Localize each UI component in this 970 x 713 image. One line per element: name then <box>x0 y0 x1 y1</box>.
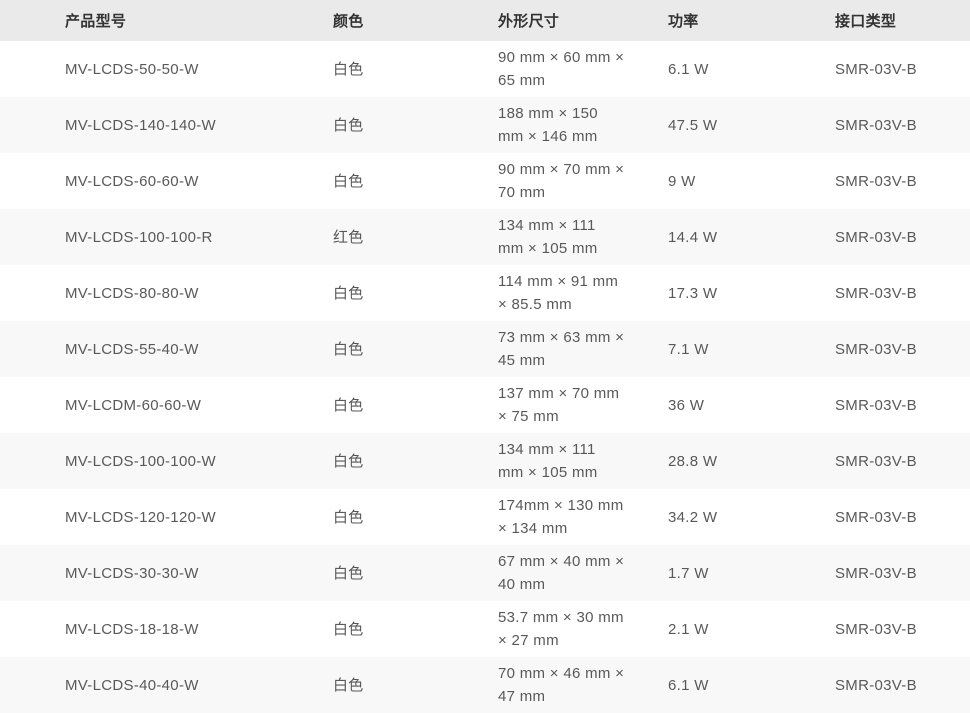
table-row: MV-LCDS-140-140-W 白色 188 mm × 150 mm × 1… <box>0 97 970 153</box>
table-row: MV-LCDS-60-60-W 白色 90 mm × 70 mm × 70 mm… <box>0 153 970 209</box>
cell-color: 白色 <box>333 396 364 414</box>
cell-model: MV-LCDS-18-18-W <box>65 620 199 638</box>
cell-color: 白色 <box>333 508 364 526</box>
cell-interface: SMR-03V-B <box>835 396 917 414</box>
cell-power: 6.1 W <box>668 60 709 78</box>
cell-dimensions: 137 mm × 70 mm × 75 mm <box>498 385 620 425</box>
cell-interface: SMR-03V-B <box>835 508 917 526</box>
cell-interface: SMR-03V-B <box>835 564 917 582</box>
cell-dimensions: 67 mm × 40 mm × 40 mm <box>498 553 625 593</box>
cell-dimensions: 53.7 mm × 30 mm × 27 mm <box>498 609 624 649</box>
cell-power: 17.3 W <box>668 284 718 302</box>
cell-model: MV-LCDS-100-100-W <box>65 452 216 470</box>
cell-interface: SMR-03V-B <box>835 340 917 358</box>
cell-interface: SMR-03V-B <box>835 172 917 190</box>
cell-model: MV-LCDS-55-40-W <box>65 340 199 358</box>
cell-color: 白色 <box>333 340 364 358</box>
cell-model: MV-LCDS-60-60-W <box>65 172 199 190</box>
cell-color: 白色 <box>333 172 364 190</box>
cell-power: 28.8 W <box>668 452 718 470</box>
column-header-dimensions: 外形尺寸 <box>498 13 560 30</box>
cell-power: 7.1 W <box>668 340 709 358</box>
table-row: MV-LCDS-100-100-R 红色 134 mm × 111 mm × 1… <box>0 209 970 265</box>
cell-color: 白色 <box>333 620 364 638</box>
cell-model: MV-LCDM-60-60-W <box>65 396 202 414</box>
cell-interface: SMR-03V-B <box>835 676 917 694</box>
cell-power: 14.4 W <box>668 228 718 246</box>
cell-color: 白色 <box>333 60 364 78</box>
cell-model: MV-LCDS-80-80-W <box>65 284 199 302</box>
cell-dimensions: 174mm × 130 mm × 134 mm <box>498 497 624 537</box>
cell-dimensions: 188 mm × 150 mm × 146 mm <box>498 105 598 145</box>
cell-color: 白色 <box>333 116 364 134</box>
cell-color: 白色 <box>333 676 364 694</box>
cell-model: MV-LCDS-30-30-W <box>65 564 199 582</box>
table-row: MV-LCDS-100-100-W 白色 134 mm × 111 mm × 1… <box>0 433 970 489</box>
cell-model: MV-LCDS-140-140-W <box>65 116 216 134</box>
cell-interface: SMR-03V-B <box>835 452 917 470</box>
cell-color: 白色 <box>333 564 364 582</box>
cell-interface: SMR-03V-B <box>835 228 917 246</box>
cell-dimensions: 90 mm × 60 mm × 65 mm <box>498 49 625 89</box>
cell-model: MV-LCDS-120-120-W <box>65 508 216 526</box>
cell-dimensions: 134 mm × 111 mm × 105 mm <box>498 217 598 257</box>
column-header-color: 颜色 <box>333 13 364 30</box>
cell-dimensions: 114 mm × 91 mm × 85.5 mm <box>498 273 619 313</box>
table-header-row: 产品型号 颜色 外形尺寸 功率 接口类型 <box>0 0 970 41</box>
table-row: MV-LCDS-50-50-W 白色 90 mm × 60 mm × 65 mm… <box>0 41 970 97</box>
cell-color: 白色 <box>333 284 364 302</box>
column-header-interface: 接口类型 <box>835 13 897 30</box>
cell-power: 1.7 W <box>668 564 709 582</box>
cell-interface: SMR-03V-B <box>835 620 917 638</box>
table-row: MV-LCDS-55-40-W 白色 73 mm × 63 mm × 45 mm… <box>0 321 970 377</box>
table-row: MV-LCDS-30-30-W 白色 67 mm × 40 mm × 40 mm… <box>0 545 970 601</box>
cell-model: MV-LCDS-40-40-W <box>65 676 199 694</box>
cell-dimensions: 134 mm × 111 mm × 105 mm <box>498 441 598 481</box>
cell-interface: SMR-03V-B <box>835 116 917 134</box>
cell-power: 34.2 W <box>668 508 718 526</box>
cell-power: 47.5 W <box>668 116 718 134</box>
table-row: MV-LCDS-80-80-W 白色 114 mm × 91 mm × 85.5… <box>0 265 970 321</box>
cell-dimensions: 90 mm × 70 mm × 70 mm <box>498 161 625 201</box>
table-row: MV-LCDS-120-120-W 白色 174mm × 130 mm × 13… <box>0 489 970 545</box>
cell-power: 9 W <box>668 172 696 190</box>
cell-color: 红色 <box>333 228 364 246</box>
cell-color: 白色 <box>333 452 364 470</box>
cell-power: 2.1 W <box>668 620 709 638</box>
cell-interface: SMR-03V-B <box>835 60 917 78</box>
table-row: MV-LCDS-18-18-W 白色 53.7 mm × 30 mm × 27 … <box>0 601 970 657</box>
cell-interface: SMR-03V-B <box>835 284 917 302</box>
cell-dimensions: 73 mm × 63 mm × 45 mm <box>498 329 625 369</box>
table-row: MV-LCDM-60-60-W 白色 137 mm × 70 mm × 75 m… <box>0 377 970 433</box>
cell-dimensions: 70 mm × 46 mm × 47 mm <box>498 665 625 705</box>
cell-model: MV-LCDS-50-50-W <box>65 60 199 78</box>
table-row: MV-LCDS-40-40-W 白色 70 mm × 46 mm × 47 mm… <box>0 657 970 713</box>
cell-model: MV-LCDS-100-100-R <box>65 228 213 246</box>
cell-power: 36 W <box>668 396 705 414</box>
table-body: MV-LCDS-50-50-W 白色 90 mm × 60 mm × 65 mm… <box>0 41 970 713</box>
cell-power: 6.1 W <box>668 676 709 694</box>
column-header-model: 产品型号 <box>65 13 127 30</box>
column-header-power: 功率 <box>668 13 699 30</box>
